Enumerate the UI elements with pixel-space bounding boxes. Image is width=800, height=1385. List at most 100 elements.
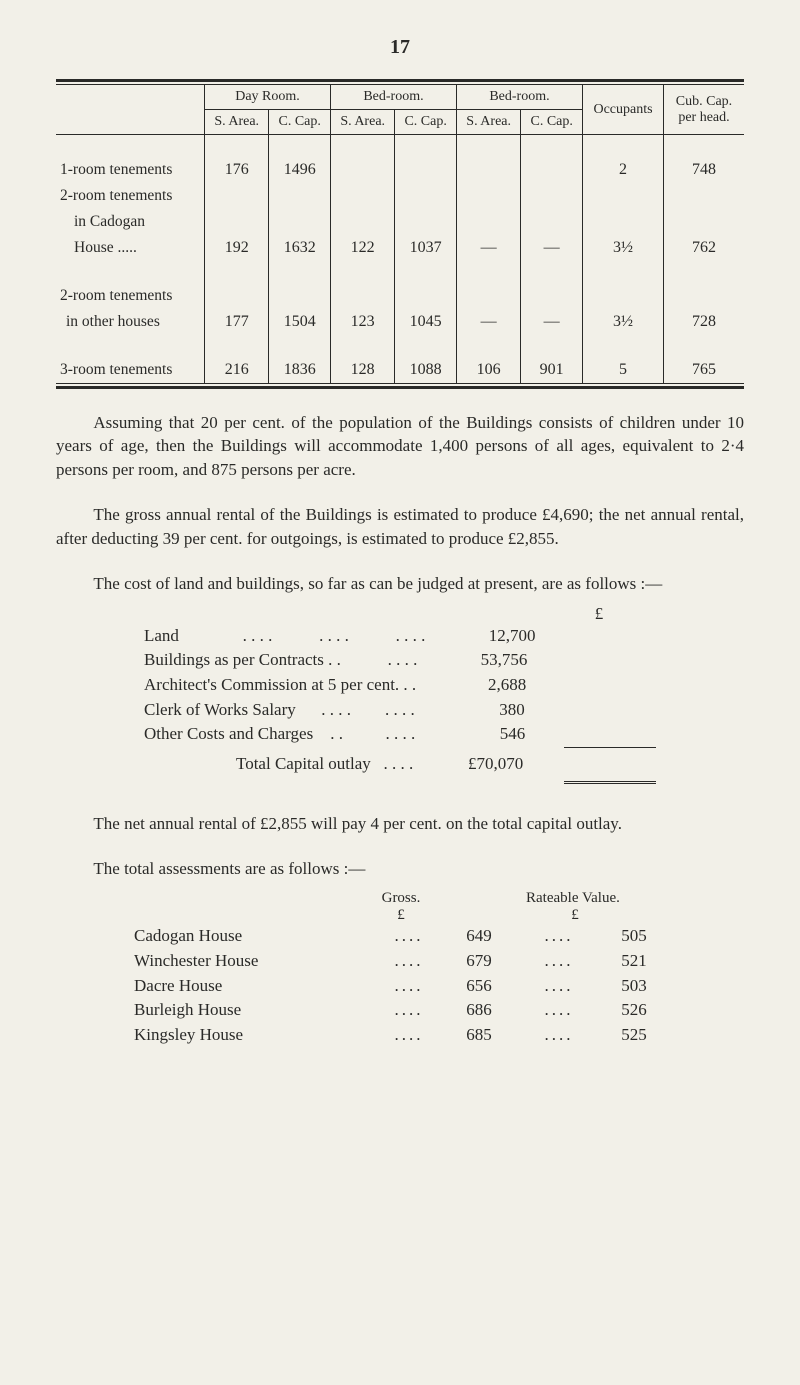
table-row: Dacre House .... 656 .... 503 bbox=[56, 974, 744, 999]
cost-list: £ Land . . . . . . . . . . . . 12,700 Bu… bbox=[56, 604, 744, 790]
house-name: Cadogan House bbox=[56, 924, 384, 949]
table-row: in Cadogan bbox=[56, 209, 744, 235]
dots: .... bbox=[524, 1023, 594, 1048]
cell bbox=[395, 157, 457, 183]
cell: 122 bbox=[330, 235, 394, 261]
row-label: 2-room tenements bbox=[56, 283, 205, 309]
cell: 1037 bbox=[395, 235, 457, 261]
table-row: 3-room tenements 216 1836 128 1088 106 9… bbox=[56, 357, 744, 383]
dots: .... bbox=[384, 1023, 434, 1048]
table-row: Burleigh House .... 686 .... 526 bbox=[56, 998, 744, 1023]
col-group-dayroom: Day Room. bbox=[205, 85, 331, 110]
row-label: 1-room tenements bbox=[56, 157, 205, 183]
gross-value: 656 bbox=[434, 974, 524, 999]
row-label: 2-room tenements bbox=[56, 183, 205, 209]
table-row: in other houses 177 1504 123 1045 — — 3½… bbox=[56, 309, 744, 335]
cost-label: Clerk of Works Salary . . . . . . . . bbox=[56, 698, 415, 723]
cell: 3½ bbox=[583, 309, 664, 335]
cell: 106 bbox=[456, 357, 520, 383]
double-rule bbox=[564, 781, 656, 790]
dots: .... bbox=[384, 949, 434, 974]
table-row: 2-room tenements bbox=[56, 183, 744, 209]
page-number: 17 bbox=[56, 36, 744, 59]
row-label: in Cadogan bbox=[56, 209, 205, 235]
gross-value: 685 bbox=[434, 1023, 524, 1048]
dots: .... bbox=[524, 974, 594, 999]
gross-value: 649 bbox=[434, 924, 524, 949]
cost-label: Buildings as per Contracts . . . . . . bbox=[56, 648, 417, 673]
assessment-table: Gross. Rateable Value. £ £ Cadogan House… bbox=[56, 890, 744, 1047]
cell: 765 bbox=[664, 357, 745, 383]
dots: .... bbox=[524, 924, 594, 949]
row-label: House ..... bbox=[56, 235, 205, 261]
row-label: 3-room tenements bbox=[56, 357, 205, 383]
total-value: £70,070 bbox=[413, 752, 613, 777]
paragraph: The total assessments are as follows :— bbox=[56, 857, 744, 880]
col-ccap: C. Cap. bbox=[395, 110, 457, 135]
rateable-value: 525 bbox=[594, 1023, 674, 1048]
rateable-value: 503 bbox=[594, 974, 674, 999]
cost-label: Land . . . . . . . . . . . . bbox=[56, 624, 425, 649]
list-item: Buildings as per Contracts . . . . . . 5… bbox=[56, 648, 744, 673]
table-row: 2-room tenements bbox=[56, 283, 744, 309]
col-occupants: Occupants bbox=[583, 85, 664, 135]
col-group-bedroom1: Bed-room. bbox=[330, 85, 456, 110]
cell: 901 bbox=[521, 357, 583, 383]
cell: 5 bbox=[583, 357, 664, 383]
document-page: 17 Day Room. Bed-room. Bed-room. Occupan… bbox=[0, 0, 800, 1096]
table-row: Kingsley House .... 685 .... 525 bbox=[56, 1023, 744, 1048]
cell: 1088 bbox=[395, 357, 457, 383]
cell: 748 bbox=[664, 157, 745, 183]
table-row: House ..... 192 1632 122 1037 — — 3½ 762 bbox=[56, 235, 744, 261]
rateable-value: 505 bbox=[594, 924, 674, 949]
paragraph: The gross annual rental of the Buildings… bbox=[56, 503, 744, 550]
cost-label: Other Costs and Charges . . . . . . bbox=[56, 722, 415, 747]
cell bbox=[456, 157, 520, 183]
rateable-value: 526 bbox=[594, 998, 674, 1023]
cell: 177 bbox=[205, 309, 269, 335]
dots: .... bbox=[384, 974, 434, 999]
col-group-bedroom2: Bed-room. bbox=[456, 85, 582, 110]
list-item: Clerk of Works Salary . . . . . . . . 38… bbox=[56, 698, 744, 723]
cell: 1504 bbox=[269, 309, 331, 335]
cell: 192 bbox=[205, 235, 269, 261]
dots: .... bbox=[524, 998, 594, 1023]
col-cubcap: Cub. Cap. per head. bbox=[664, 85, 745, 135]
rateable-value: 521 bbox=[594, 949, 674, 974]
table-row: Winchester House .... 679 .... 521 bbox=[56, 949, 744, 974]
cell: 762 bbox=[664, 235, 745, 261]
cell: — bbox=[521, 309, 583, 335]
col-sarea: S. Area. bbox=[456, 110, 520, 135]
house-name: Winchester House bbox=[56, 949, 384, 974]
paragraph: The cost of land and buildings, so far a… bbox=[56, 572, 744, 595]
cell: — bbox=[456, 309, 520, 335]
cell: 216 bbox=[205, 357, 269, 383]
gross-value: 679 bbox=[434, 949, 524, 974]
house-name: Burleigh House bbox=[56, 998, 384, 1023]
table-frame: Day Room. Bed-room. Bed-room. Occupants … bbox=[56, 79, 744, 389]
list-item: Other Costs and Charges . . . . . . 546 bbox=[56, 722, 744, 747]
col-ccap: C. Cap. bbox=[521, 110, 583, 135]
paragraph: The net annual rental of £2,855 will pay… bbox=[56, 812, 744, 835]
cell: 128 bbox=[330, 357, 394, 383]
col-gross: Gross. bbox=[336, 890, 466, 907]
col-ccap: C. Cap. bbox=[269, 110, 331, 135]
list-item: Land . . . . . . . . . . . . 12,700 bbox=[56, 624, 744, 649]
dots: .... bbox=[524, 949, 594, 974]
pound-symbol: £ bbox=[336, 907, 466, 924]
cost-value: 53,756 bbox=[417, 648, 617, 673]
cost-value: 12,700 bbox=[425, 624, 625, 649]
cell: 1632 bbox=[269, 235, 331, 261]
cell bbox=[330, 157, 394, 183]
total-label: Total Capital outlay . . . . bbox=[56, 752, 413, 777]
cell: 728 bbox=[664, 309, 745, 335]
cell: — bbox=[456, 235, 520, 261]
cell: 1836 bbox=[269, 357, 331, 383]
gross-value: 686 bbox=[434, 998, 524, 1023]
cell: 1045 bbox=[395, 309, 457, 335]
cost-value: 546 bbox=[415, 722, 615, 747]
pound-symbol: £ bbox=[526, 907, 744, 924]
table-row: 1-room tenements 176 1496 2 748 bbox=[56, 157, 744, 183]
house-name: Dacre House bbox=[56, 974, 384, 999]
col-sarea: S. Area. bbox=[330, 110, 394, 135]
